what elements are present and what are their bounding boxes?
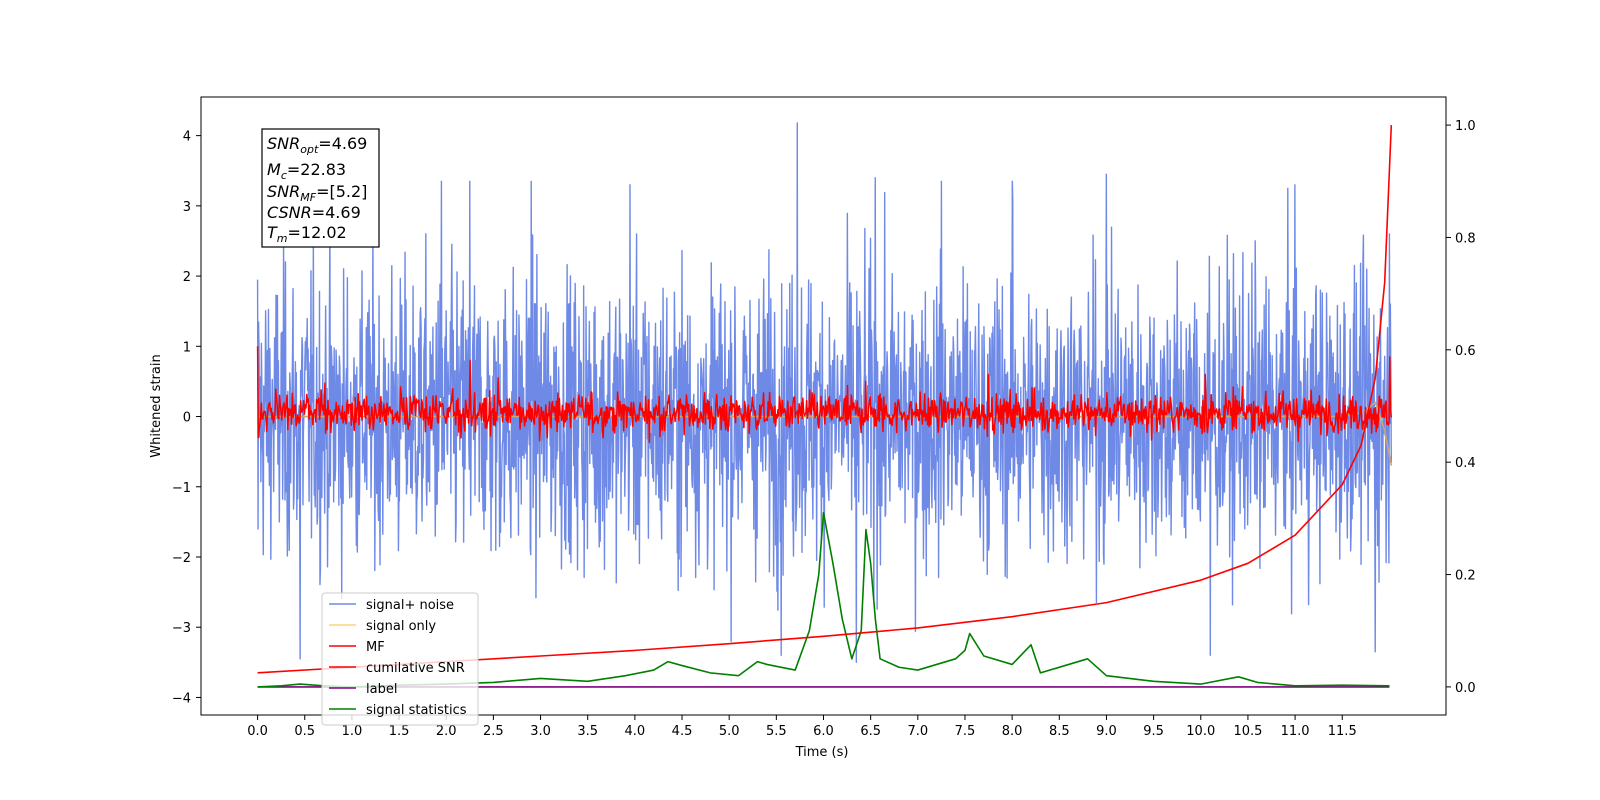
- x-tick-label: 11.5: [1328, 724, 1357, 739]
- x-tick-label: 8.5: [1049, 724, 1070, 739]
- x-tick-label: 9.0: [1096, 724, 1117, 739]
- x-tick-label: 11.0: [1281, 724, 1310, 739]
- info-box: SNRopt=4.69 Mc=22.83 SNRMF=[5.2] CSNR=4.…: [261, 128, 380, 248]
- info-mc: Mc=22.83: [267, 160, 346, 182]
- x-tick-label: 9.5: [1143, 724, 1164, 739]
- x-tick-label: 6.0: [813, 724, 834, 739]
- series-cumulative-snr: [257, 125, 1393, 674]
- x-tick-label: 4.5: [672, 724, 693, 739]
- x-tick-label: 3.0: [530, 724, 551, 739]
- y-right-tick-label: 0.6: [1455, 344, 1476, 359]
- y-left-tick-label: 3: [183, 200, 191, 215]
- x-tick-label: 0.5: [294, 724, 315, 739]
- y-right-tick-label: 0.0: [1455, 681, 1476, 696]
- y-right-tick-label: 1.0: [1455, 119, 1476, 134]
- y-axis-label: Whitened strain: [149, 354, 164, 457]
- x-tick-label: 5.5: [766, 724, 787, 739]
- x-tick-label: 10.0: [1186, 724, 1215, 739]
- info-tm: Tm=12.02: [267, 223, 347, 245]
- legend-label-signal-only: signal only: [366, 619, 436, 634]
- series-signal-statistics: [257, 511, 1390, 688]
- info-csnr: CSNR=4.69: [267, 203, 361, 222]
- y-left-tick-label: −1: [172, 481, 191, 496]
- y-right-tick-label: 0.4: [1455, 456, 1476, 471]
- x-tick-label: 3.5: [577, 724, 598, 739]
- y-left-tick-label: 4: [183, 130, 191, 145]
- x-tick-label: 2.5: [483, 724, 504, 739]
- legend-label-signal-statistics: signal statistics: [366, 703, 467, 718]
- legend-frame: [321, 592, 479, 726]
- legend: signal+ noise signal only MF cumilative …: [321, 592, 479, 726]
- legend-label-label: label: [366, 682, 397, 697]
- info-snr-mf: SNRMF=[5.2]: [267, 182, 367, 204]
- x-tick-label: 7.5: [955, 724, 976, 739]
- series-mf: [256, 346, 1393, 444]
- y-right-tick-label: 0.8: [1455, 231, 1476, 246]
- info-box-frame: [261, 128, 380, 248]
- x-tick-label: 6.5: [860, 724, 881, 739]
- x-tick-label: 2.0: [436, 724, 457, 739]
- y-right-tick-label: 0.2: [1455, 569, 1476, 584]
- y-axis-left: 4 3 2 1 0 −1 −2 −3 −4: [172, 130, 201, 706]
- x-tick-label: 1.5: [389, 724, 410, 739]
- x-axis-label: Time (s): [795, 745, 849, 760]
- legend-label-cumulative-snr: cumilative SNR: [366, 661, 465, 676]
- y-left-tick-label: 2: [183, 270, 191, 285]
- y-left-tick-label: 0: [183, 411, 191, 426]
- x-tick-label: 8.0: [1002, 724, 1023, 739]
- x-tick-label: 7.0: [907, 724, 928, 739]
- x-tick-label: 10.5: [1233, 724, 1262, 739]
- y-left-tick-label: −3: [172, 621, 191, 636]
- x-tick-label: 4.0: [625, 724, 646, 739]
- y-left-tick-label: −2: [172, 551, 191, 566]
- y-axis-right: 1.0 0.8 0.6 0.4 0.2 0.0: [1446, 119, 1476, 696]
- y-left-tick-label: 1: [183, 340, 191, 355]
- legend-label-mf: MF: [366, 640, 385, 655]
- x-tick-label: 0.0: [247, 724, 268, 739]
- y-left-tick-label: −4: [172, 691, 191, 706]
- info-snr-opt: SNRopt=4.69: [267, 134, 367, 156]
- x-tick-label: 5.0: [719, 724, 740, 739]
- x-axis: 0.0 0.5 1.0 1.5 2.0 2.5 3.0 3.5 4.0 4.5 5.0 5.5 6.0 6…: [247, 715, 1357, 739]
- legend-label-signal-noise: signal+ noise: [366, 598, 454, 613]
- x-tick-label: 1.0: [342, 724, 363, 739]
